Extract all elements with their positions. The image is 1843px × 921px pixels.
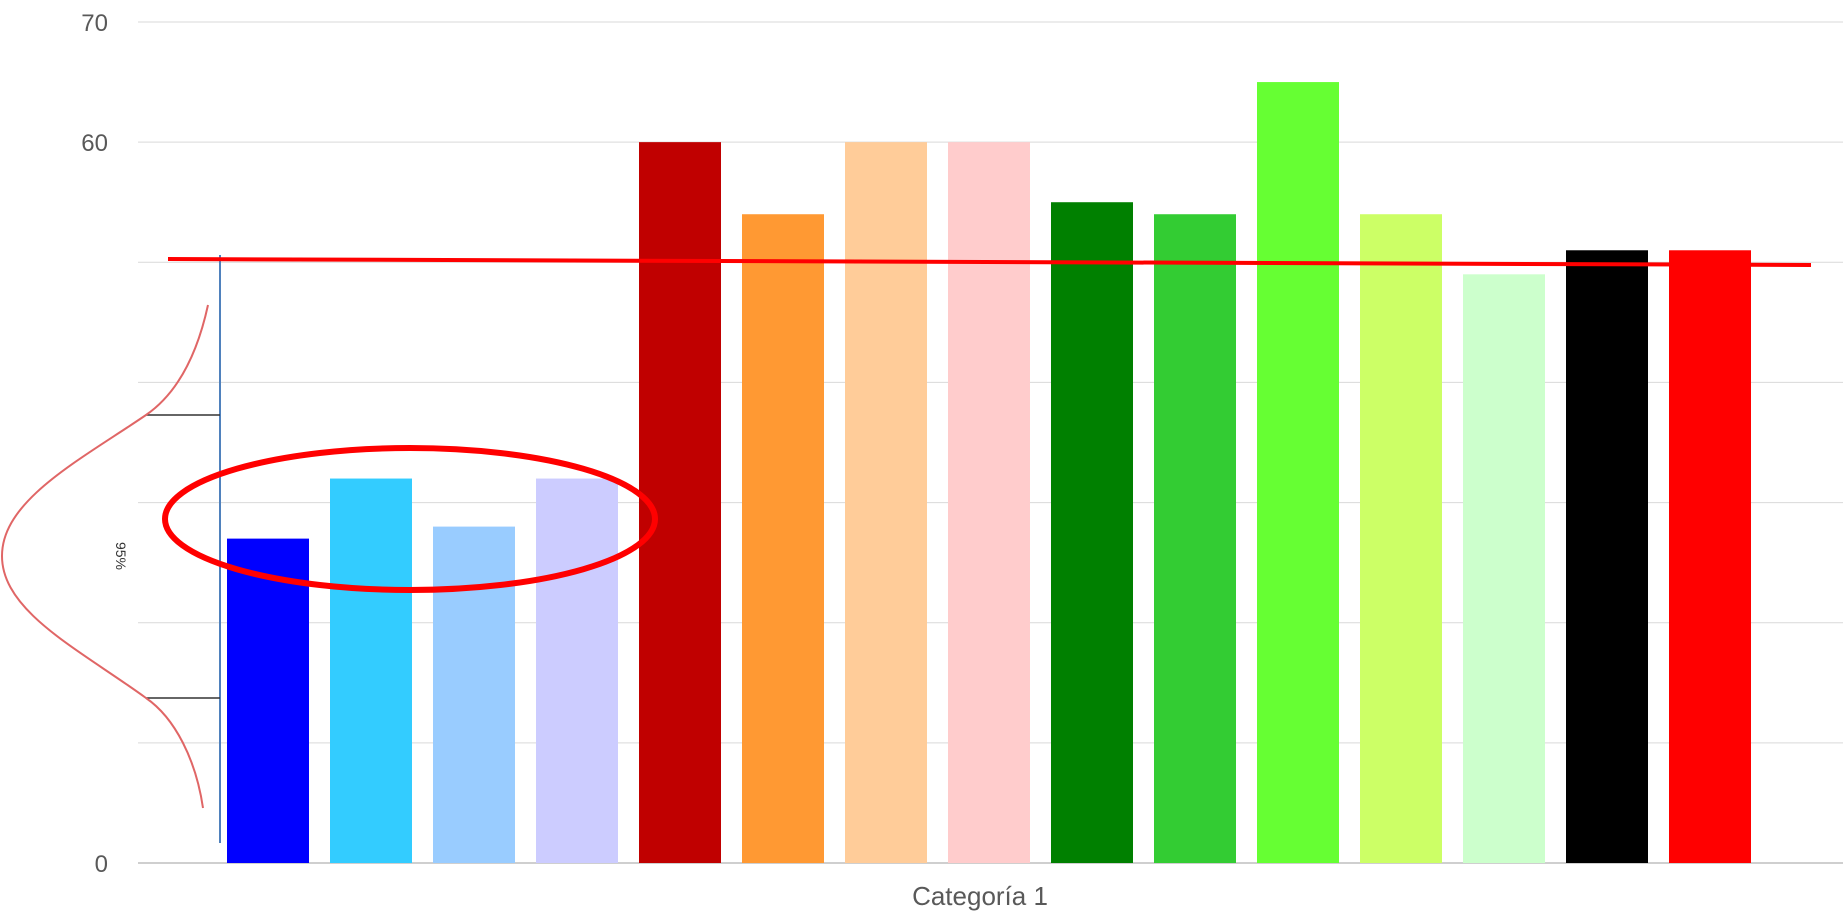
- y-tick-label: 0: [95, 851, 108, 878]
- bar-1: [227, 538, 309, 863]
- bar-2: [330, 478, 412, 863]
- bar-6: [742, 214, 824, 863]
- bar-9: [1051, 202, 1133, 863]
- x-category-label: Categoría 1: [912, 881, 1048, 911]
- bars-group: [227, 82, 1751, 864]
- highlight-ellipse: [162, 445, 658, 593]
- y-tick-label: 60: [81, 130, 108, 157]
- bar-8: [948, 142, 1030, 864]
- reference-line: [167, 257, 1812, 267]
- bar-13: [1463, 274, 1545, 863]
- bar-12: [1360, 214, 1442, 863]
- y-axis-tick-labels: 0 60 70: [81, 10, 108, 878]
- bar-14: [1566, 250, 1648, 863]
- bar-4: [536, 478, 618, 863]
- bar-11: [1257, 82, 1339, 864]
- bar-10: [1154, 214, 1236, 863]
- bell-curve: [0, 304, 209, 809]
- bell-curve-annotation: 95%: [0, 255, 221, 843]
- bar-3: [433, 526, 515, 863]
- y-tick-label: 70: [81, 10, 108, 37]
- confidence-label: 95%: [113, 542, 129, 570]
- bar-15: [1669, 250, 1751, 863]
- bar-7: [845, 142, 927, 864]
